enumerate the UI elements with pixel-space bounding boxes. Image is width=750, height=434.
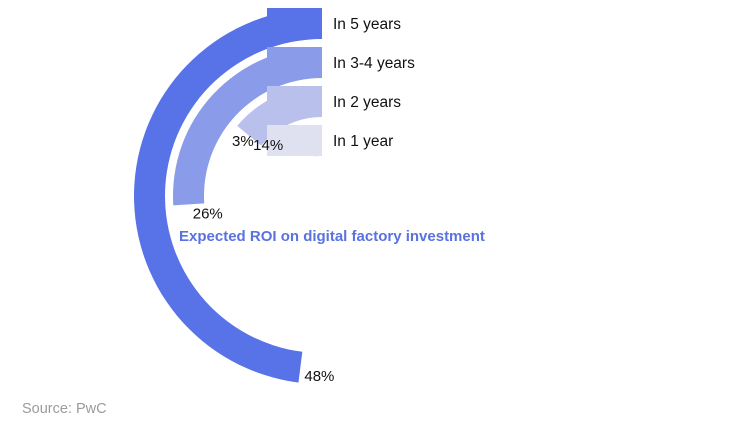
- value-label-in-2-years: 14%: [253, 137, 283, 154]
- arc-in-5-years: [133, 8, 322, 383]
- value-label-in-5-years: 48%: [304, 368, 334, 385]
- value-label-in-3-4-years: 26%: [193, 205, 223, 222]
- arc-in-2-years: [237, 86, 322, 146]
- category-label-in-3-4-years: In 3-4 years: [333, 55, 415, 72]
- category-label-in-1-year: In 1 year: [333, 133, 393, 150]
- source-note: Source: PwC: [22, 401, 107, 417]
- category-label-in-5-years: In 5 years: [333, 16, 401, 33]
- value-label-in-1-year: 3%: [232, 133, 254, 150]
- arc-in-3-4-years: [172, 46, 322, 206]
- category-label-in-2-years: In 2 years: [333, 94, 401, 111]
- chart-title: Expected ROI on digital factory investme…: [179, 228, 485, 245]
- arc-in-1-year: [308, 125, 322, 157]
